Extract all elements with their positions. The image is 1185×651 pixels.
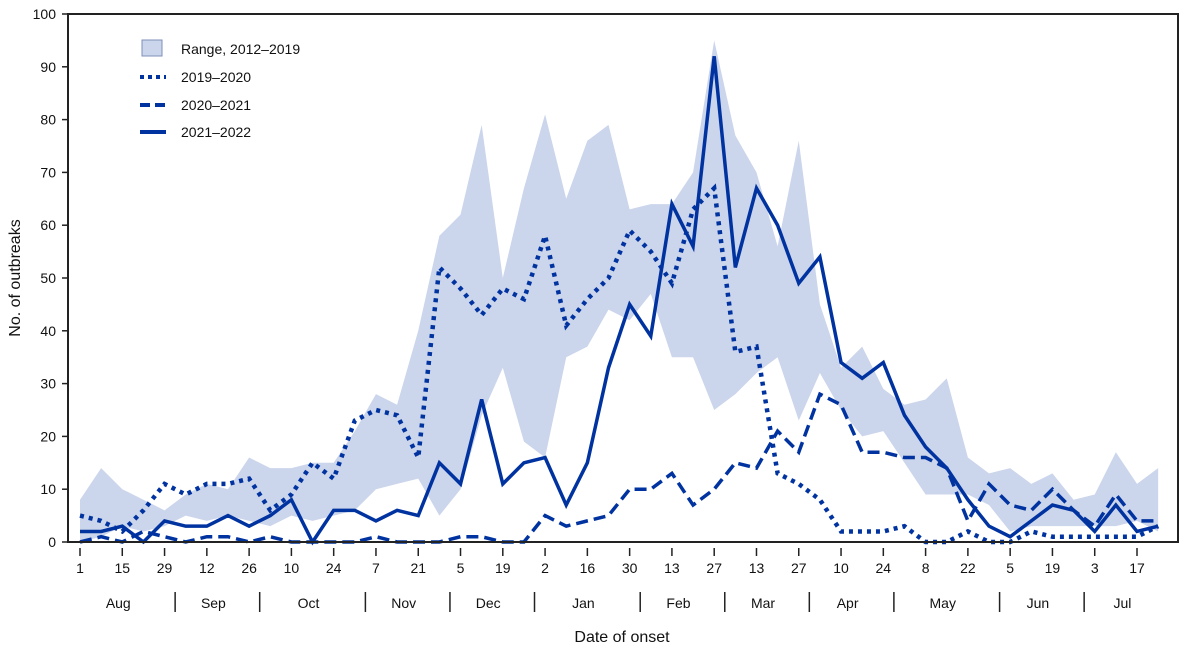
range-band-layer [80, 40, 1159, 543]
month-label: Jul [1113, 595, 1131, 611]
y-tick-label: 90 [40, 59, 56, 75]
x-tick-label: 27 [791, 560, 807, 576]
month-label: Nov [391, 595, 416, 611]
y-tick-label: 10 [40, 481, 56, 497]
y-tick-label: 30 [40, 376, 56, 392]
x-tick-label: 13 [749, 560, 765, 576]
month-label: May [930, 595, 956, 611]
x-tick-label: 2 [541, 560, 549, 576]
y-tick-label: 80 [40, 112, 56, 128]
x-tick-label: 24 [326, 560, 342, 576]
x-tick-label: 17 [1129, 560, 1145, 576]
x-tick-label: 27 [706, 560, 722, 576]
legend-label-2019-2020: 2019–2020 [181, 69, 251, 85]
x-tick-label: 1 [76, 560, 84, 576]
x-tick-label: 10 [284, 560, 300, 576]
x-tick-label: 26 [241, 560, 257, 576]
month-label: Jun [1027, 595, 1050, 611]
x-tick-label: 19 [1045, 560, 1061, 576]
x-tick-label: 15 [114, 560, 130, 576]
range-band [80, 40, 1159, 543]
series-layer [79, 56, 1160, 546]
month-label: Oct [298, 595, 320, 611]
y-tick-label: 40 [40, 323, 56, 339]
x-axis-label: Date of onset [574, 629, 670, 646]
x-tick-label: 19 [495, 560, 511, 576]
x-tick-label: 7 [372, 560, 380, 576]
x-tick-label: 10 [833, 560, 849, 576]
month-label: Jan [572, 595, 595, 611]
y-axis-label: No. of outbreaks [7, 219, 24, 336]
month-label: Feb [666, 595, 690, 611]
y-tick-label: 20 [40, 428, 56, 444]
x-axis: 1 15 29 12 26 10 24 7 21 5 19 2 16 30 13 27 13 27 10 24 8 22 5… [76, 548, 1145, 612]
y-tick-label: 0 [48, 534, 56, 550]
x-tick-label: 5 [1006, 560, 1014, 576]
series-line-2020-2021 [79, 391, 1159, 544]
x-tick-label: 30 [622, 560, 638, 576]
legend-label-2021-2022: 2021–2022 [181, 124, 251, 140]
x-tick-label: 12 [199, 560, 215, 576]
x-tick-label: 22 [960, 560, 976, 576]
series-line-2019-2020 [79, 183, 1160, 545]
legend-swatch-range [141, 39, 163, 57]
x-tick-label: 8 [922, 560, 930, 576]
x-tick-label: 3 [1091, 560, 1099, 576]
month-label: Sep [201, 595, 226, 611]
month-label: Mar [751, 595, 775, 611]
legend: Range, 2012–2019 2019–2020 2020–2021 202… [140, 39, 300, 140]
x-tick-label: 5 [457, 560, 465, 576]
x-tick-label: 13 [664, 560, 680, 576]
x-tick-label: 29 [157, 560, 173, 576]
y-tick-label: 100 [33, 6, 57, 22]
series-line-2021-2022 [80, 56, 1159, 546]
month-label: Dec [476, 595, 501, 611]
x-tick-label: 21 [410, 560, 426, 576]
y-tick-label: 60 [40, 217, 56, 233]
x-tick-label: 24 [876, 560, 892, 576]
x-tick-label: 16 [580, 560, 596, 576]
y-axis: 0 10 20 30 40 50 60 70 80 90 100 [33, 6, 68, 550]
legend-label-range: Range, 2012–2019 [181, 41, 300, 57]
y-tick-label: 70 [40, 164, 56, 180]
month-label: Aug [106, 595, 131, 611]
month-label: Apr [837, 595, 859, 611]
legend-label-2020-2021: 2020–2021 [181, 97, 251, 113]
y-tick-label: 50 [40, 270, 56, 286]
